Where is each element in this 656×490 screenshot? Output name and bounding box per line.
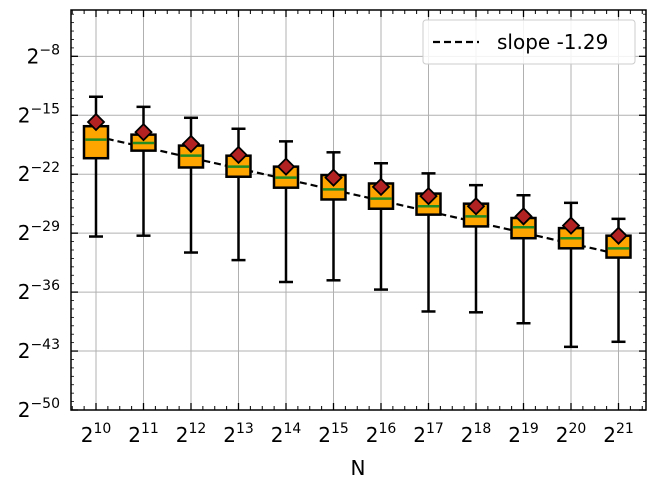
fit-line-layer [95, 135, 619, 256]
x-tick-label: 213 [223, 421, 254, 447]
mean-marker [86, 112, 106, 132]
mean-marker [324, 168, 343, 187]
grid [71, 10, 646, 410]
box-group [367, 162, 395, 291]
x-tick-label: 216 [366, 421, 397, 447]
legend: slope -1.29 [422, 19, 636, 65]
x-axis-label: N [351, 456, 366, 480]
mean-marker [276, 157, 296, 176]
box-group [320, 151, 347, 282]
mean-marker [181, 134, 201, 154]
box-group [82, 95, 110, 238]
mean-marker [514, 207, 533, 226]
y-tick-label: 2−50 [18, 396, 60, 422]
mean-marker [561, 216, 581, 235]
legend-box [422, 19, 636, 65]
mean-marker [609, 226, 628, 245]
box-iqr [82, 124, 110, 160]
x-tick-label: 211 [128, 421, 159, 447]
y-tick-label: 2−22 [18, 160, 60, 186]
box-group [415, 172, 442, 313]
fit-line [95, 135, 619, 256]
x-tick-label: 210 [81, 421, 112, 447]
x-tick-label: 218 [461, 421, 492, 447]
y-tick-label: 2−15 [18, 101, 60, 127]
y-tick-label: 2−36 [18, 278, 60, 304]
box-group [177, 116, 205, 254]
x-tick-label: 221 [603, 421, 634, 447]
legend-label: slope -1.29 [497, 30, 608, 54]
box-group [225, 127, 252, 262]
y-tick-label: 2−29 [18, 219, 60, 245]
mean-marker [134, 122, 153, 142]
x-tick-label: 215 [318, 421, 349, 447]
box-group [272, 140, 300, 284]
ticks: 210 211 212 213 214 215 216 217 218 219 220 221 2−8 2… [18, 10, 646, 447]
box-group [462, 183, 490, 314]
y-tick-label: 2−8 [27, 42, 60, 68]
x-tick-label: 214 [271, 421, 302, 447]
x-tick-label: 220 [556, 421, 587, 447]
mean-marker [229, 145, 248, 165]
box-group [557, 201, 585, 349]
y-tick-label: 2−43 [18, 337, 60, 363]
box-group [605, 217, 632, 344]
box-group [510, 194, 537, 325]
mean-marker [419, 186, 438, 206]
box-layer [82, 95, 632, 349]
box-group [130, 105, 157, 237]
x-tick-label: 217 [413, 421, 444, 447]
plot-frame [70, 9, 647, 411]
mean-marker [466, 196, 486, 216]
x-tick-label: 219 [508, 421, 539, 447]
mean-marker [371, 177, 391, 197]
x-tick-label: 212 [176, 421, 207, 447]
